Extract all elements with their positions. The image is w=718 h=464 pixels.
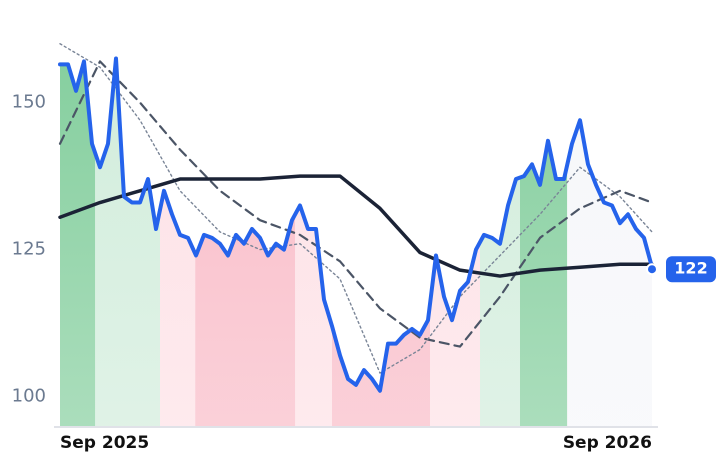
y-tick-label: 125 [12, 239, 46, 260]
series-line [59, 43, 653, 374]
value-badge [666, 256, 716, 283]
last-point [646, 263, 658, 276]
band-area [160, 190, 196, 426]
band-area [480, 177, 520, 426]
x-tick-label: Sep 2026 [563, 433, 652, 453]
series-line [58, 174, 654, 278]
x-tick-label: Sep 2025 [60, 433, 149, 453]
band-area [520, 140, 568, 426]
value-label: 122 [674, 259, 707, 278]
series-line [58, 60, 654, 348]
series-line [58, 56, 654, 393]
band-area [195, 214, 296, 426]
y-tick-label: 150 [12, 92, 46, 113]
band-area [295, 205, 333, 426]
band-area [95, 58, 160, 426]
band-area [567, 120, 652, 426]
y-tick-label: 100 [12, 386, 46, 407]
band-area [60, 61, 96, 426]
